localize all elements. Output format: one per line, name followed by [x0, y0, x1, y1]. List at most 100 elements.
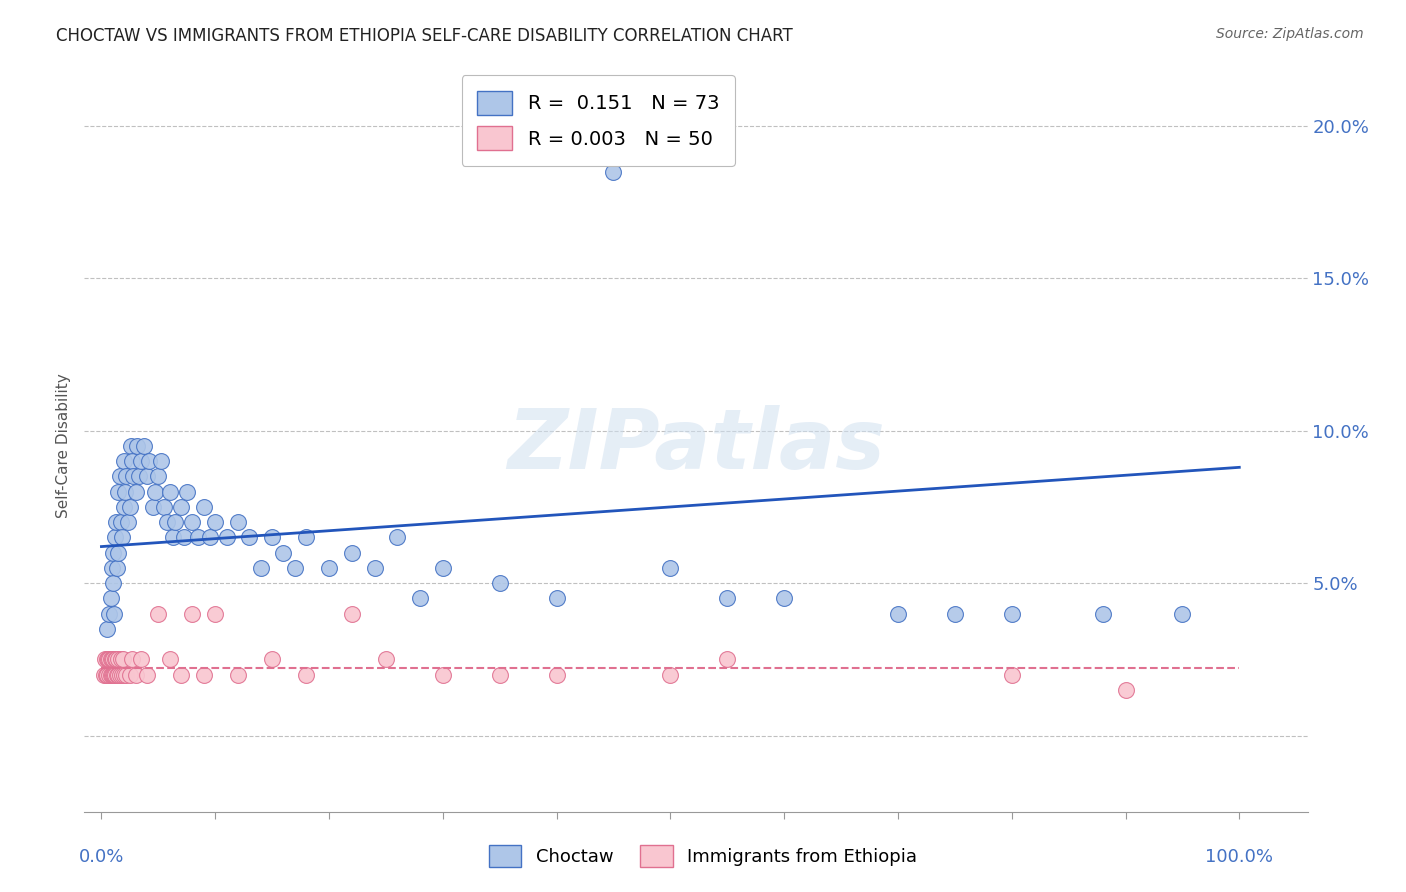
Point — [111, 667, 134, 681]
Point — [193, 500, 215, 514]
Text: Source: ZipAtlas.com: Source: ZipAtlas.com — [1216, 27, 1364, 41]
Point — [238, 530, 260, 544]
Point — [226, 515, 249, 529]
Point — [124, 667, 146, 681]
Point — [104, 530, 127, 544]
Point — [101, 652, 124, 666]
Point — [193, 667, 215, 681]
Point — [105, 561, 128, 575]
Point — [149, 454, 172, 468]
Point — [136, 667, 159, 681]
Point — [111, 530, 134, 544]
Point — [262, 652, 284, 666]
Point — [110, 652, 132, 666]
Point — [122, 469, 145, 483]
Point — [98, 652, 121, 666]
Point — [170, 667, 193, 681]
Point — [115, 667, 138, 681]
Point — [1001, 667, 1024, 681]
Y-axis label: Self-Care Disability: Self-Care Disability — [56, 374, 72, 518]
Point — [215, 530, 238, 544]
Point — [105, 515, 128, 529]
Point — [340, 607, 363, 621]
Point — [374, 652, 396, 666]
Point — [118, 667, 141, 681]
Point — [124, 484, 146, 499]
Legend: R =  0.151   N = 73, R = 0.003   N = 50: R = 0.151 N = 73, R = 0.003 N = 50 — [461, 75, 735, 166]
Point — [107, 546, 129, 560]
Point — [129, 454, 152, 468]
Point — [1171, 607, 1194, 621]
Point — [295, 667, 318, 681]
Point — [170, 500, 193, 514]
Point — [887, 607, 910, 621]
Point — [100, 561, 122, 575]
Point — [103, 667, 125, 681]
Point — [148, 607, 170, 621]
Point — [107, 667, 129, 681]
Point — [773, 591, 796, 606]
Point — [159, 652, 181, 666]
Point — [409, 591, 432, 606]
Point — [488, 576, 510, 591]
Point — [142, 500, 165, 514]
Point — [100, 652, 122, 666]
Point — [112, 667, 135, 681]
Point — [318, 561, 340, 575]
Point — [112, 500, 135, 514]
Point — [101, 576, 124, 591]
Point — [125, 439, 148, 453]
Point — [108, 469, 131, 483]
Point — [101, 667, 124, 681]
Point — [204, 515, 226, 529]
Point — [114, 484, 136, 499]
Point — [112, 454, 135, 468]
Point — [176, 484, 198, 499]
Point — [1115, 682, 1137, 697]
Point — [249, 561, 271, 575]
Point — [284, 561, 307, 575]
Point — [117, 515, 139, 529]
Point — [262, 530, 284, 544]
Point — [110, 515, 132, 529]
Point — [488, 667, 510, 681]
Point — [340, 546, 363, 560]
Point — [120, 439, 142, 453]
Point — [100, 591, 122, 606]
Point — [121, 454, 143, 468]
Point — [181, 515, 204, 529]
Point — [105, 667, 128, 681]
Point — [104, 652, 127, 666]
Point — [173, 530, 195, 544]
Point — [94, 667, 117, 681]
Point — [94, 652, 117, 666]
Text: CHOCTAW VS IMMIGRANTS FROM ETHIOPIA SELF-CARE DISABILITY CORRELATION CHART: CHOCTAW VS IMMIGRANTS FROM ETHIOPIA SELF… — [56, 27, 793, 45]
Point — [156, 515, 179, 529]
Point — [121, 652, 143, 666]
Point — [204, 607, 226, 621]
Point — [96, 667, 118, 681]
Point — [153, 500, 176, 514]
Point — [100, 667, 122, 681]
Point — [129, 652, 152, 666]
Point — [273, 546, 295, 560]
Point — [100, 652, 122, 666]
Point — [93, 667, 115, 681]
Point — [98, 667, 121, 681]
Point — [546, 667, 568, 681]
Point — [101, 546, 124, 560]
Point — [118, 500, 141, 514]
Point — [98, 607, 121, 621]
Point — [716, 591, 738, 606]
Point — [96, 652, 118, 666]
Point — [112, 652, 135, 666]
Point — [659, 561, 682, 575]
Text: 0.0%: 0.0% — [79, 848, 124, 866]
Point — [148, 469, 170, 483]
Point — [97, 652, 120, 666]
Point — [105, 652, 128, 666]
Point — [100, 667, 122, 681]
Point — [181, 607, 204, 621]
Point — [128, 469, 150, 483]
Point — [1001, 607, 1024, 621]
